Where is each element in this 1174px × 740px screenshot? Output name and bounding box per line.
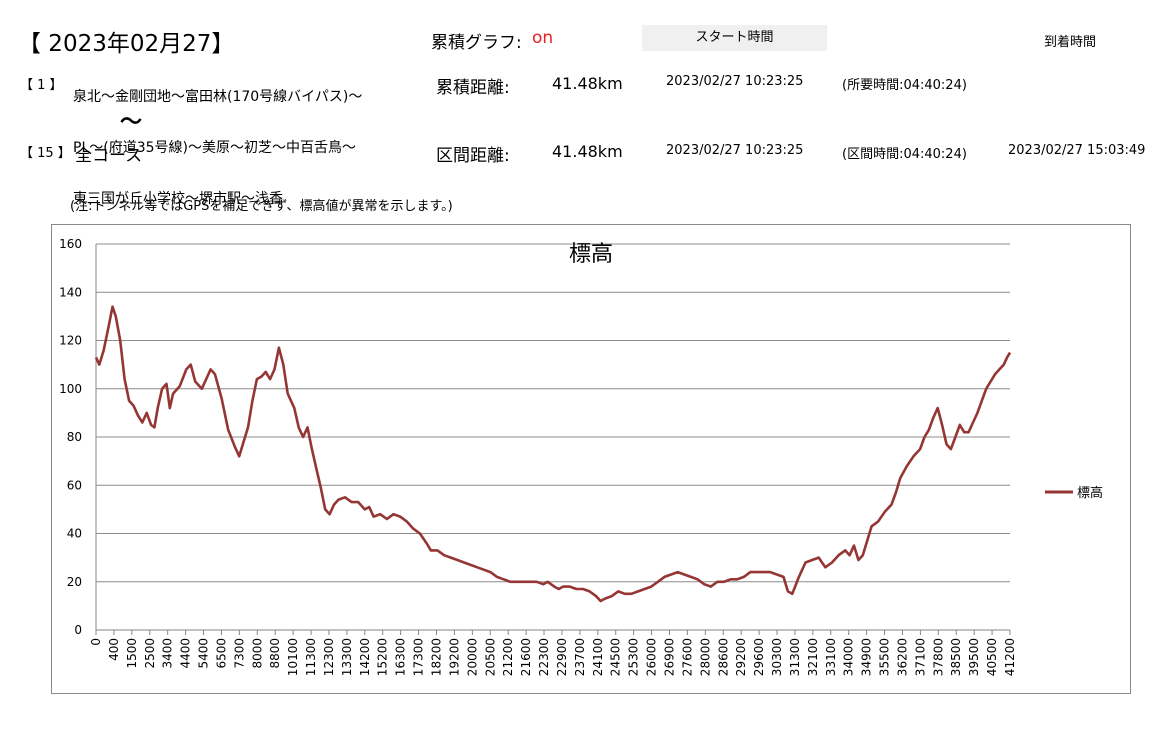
cumulative-start-time: 2023/02/27 10:23:25 (666, 74, 804, 89)
legend: 標高 (1045, 485, 1103, 501)
series-line-elevation (94, 305, 1012, 603)
x-tick-label: 5400 (197, 638, 211, 669)
x-tick-label: 20500 (483, 638, 497, 676)
cumulative-graph-label: 累積グラフ: (431, 33, 522, 53)
y-tick-label: 140 (59, 285, 82, 299)
route-line: PL～(府道35号線)～美原～初芝～中百舌鳥～ (73, 140, 356, 156)
series-layer (94, 305, 1012, 603)
cumulative-graph-status[interactable]: on (532, 28, 554, 48)
section-duration: (区間時間:04:40:24) (842, 147, 967, 162)
x-tick-label: 17300 (412, 638, 426, 676)
route-range-tilde: ～ (120, 110, 143, 135)
cumulative-duration: (所要時間:04:40:24) (842, 78, 967, 93)
x-tick-label: 26000 (645, 638, 659, 676)
route-number: 【 1 】 (20, 78, 63, 93)
x-tick-label: 23700 (573, 638, 587, 676)
x-tick-label: 6500 (214, 638, 228, 669)
x-tick-label: 34000 (842, 638, 856, 676)
cumulative-distance-value: 41.48km (552, 74, 623, 93)
x-tick-label: 8000 (250, 638, 264, 669)
y-tick-label: 40 (67, 527, 82, 541)
x-tick-label: 18200 (430, 638, 444, 676)
x-tick-label: 25300 (627, 638, 641, 676)
x-tick-label: 40500 (985, 638, 999, 676)
start-time-header: スタート時間 (642, 25, 827, 51)
x-tick-label: 29600 (752, 638, 766, 676)
x-tick-label: 28000 (698, 638, 712, 676)
x-tick-label: 33100 (824, 638, 838, 676)
x-tick-label: 14200 (358, 638, 372, 676)
x-tick-label: 19200 (447, 638, 461, 676)
x-tick-label: 3400 (161, 638, 175, 669)
y-tick-label: 80 (67, 430, 82, 444)
x-tick-label: 26900 (662, 638, 676, 676)
x-tick-label: 11300 (304, 638, 318, 676)
x-tick-label: 27600 (680, 638, 694, 676)
y-tick-label: 100 (59, 382, 82, 396)
x-tick-label: 29200 (734, 638, 748, 676)
x-tick-label: 30300 (770, 638, 784, 676)
x-tick-label: 0 (89, 638, 103, 646)
x-tick-label: 15200 (376, 638, 390, 676)
gps-note: (注:トンネル等ではGPSを補足できず、標高値が異常を示します。) (70, 199, 453, 214)
x-tick-label: 36200 (895, 638, 909, 676)
arrival-time-header: 到着時間 (1044, 35, 1097, 50)
x-axis-ticks: 0 400 1500 2500 3400 4400 5400 6500 7300 8000 8800… (89, 630, 1017, 676)
y-tick-label: 0 (74, 623, 82, 637)
x-tick-label: 20000 (465, 638, 479, 676)
section-distance-value: 41.48km (552, 142, 623, 161)
y-tick-label: 120 (59, 334, 82, 348)
x-tick-label: 13300 (340, 638, 354, 676)
route-line: 東三国が丘小学校～堺市駅～浅香 (73, 191, 283, 207)
x-tick-label: 34900 (860, 638, 874, 676)
x-tick-label: 37800 (931, 638, 945, 676)
x-tick-label: 24100 (591, 638, 605, 676)
x-tick-label: 32100 (806, 638, 820, 676)
x-tick-label: 22900 (555, 638, 569, 676)
x-tick-label: 12300 (322, 638, 336, 676)
x-tick-label: 400 (107, 638, 121, 661)
gridlines (95, 243, 1010, 631)
x-tick-label: 4400 (179, 638, 193, 669)
x-tick-label: 35500 (878, 638, 892, 676)
course-name: 全コース (75, 146, 143, 166)
section-distance-label: 区間距離: (436, 146, 510, 166)
x-tick-label: 37100 (913, 638, 927, 676)
page-date-title: 【 2023年02月27】 (18, 31, 235, 57)
section-arrival-time: 2023/02/27 15:03:49 (1008, 143, 1146, 158)
section-start-time: 2023/02/27 10:23:25 (666, 143, 804, 158)
x-tick-label: 16300 (394, 638, 408, 676)
y-tick-label: 20 (67, 575, 82, 589)
x-tick-label: 2500 (143, 638, 157, 669)
y-tick-label: 60 (67, 478, 82, 492)
cumulative-distance-label: 累積距離: (436, 78, 510, 98)
chart-title: 標高 (569, 242, 613, 267)
x-tick-label: 7300 (232, 638, 246, 669)
y-axis-ticks: 0 20 40 60 80 100 120 140 160 (59, 237, 82, 637)
x-tick-label: 24500 (609, 638, 623, 676)
route-line: 泉北～金剛団地～富田林(170号線バイパス)～ (73, 89, 363, 105)
x-tick-label: 10100 (286, 638, 300, 676)
x-tick-label: 31300 (788, 638, 802, 676)
route-description: 泉北～金剛団地～富田林(170号線バイパス)～ PL～(府道35号線)～美原～初… (73, 55, 362, 225)
x-tick-label: 28600 (716, 638, 730, 676)
x-tick-label: 39500 (967, 638, 981, 676)
x-tick-label: 21200 (501, 638, 515, 676)
x-tick-label: 22300 (537, 638, 551, 676)
legend-label: 標高 (1077, 485, 1103, 501)
x-tick-label: 41200 (1003, 638, 1017, 676)
chart-frame (51, 224, 1131, 694)
y-tick-label: 160 (59, 237, 82, 251)
x-tick-label: 1500 (125, 638, 139, 669)
x-tick-label: 21600 (519, 638, 533, 676)
course-number: 【 15 】 (20, 146, 71, 161)
x-tick-label: 8800 (268, 638, 282, 669)
x-tick-label: 38500 (949, 638, 963, 676)
